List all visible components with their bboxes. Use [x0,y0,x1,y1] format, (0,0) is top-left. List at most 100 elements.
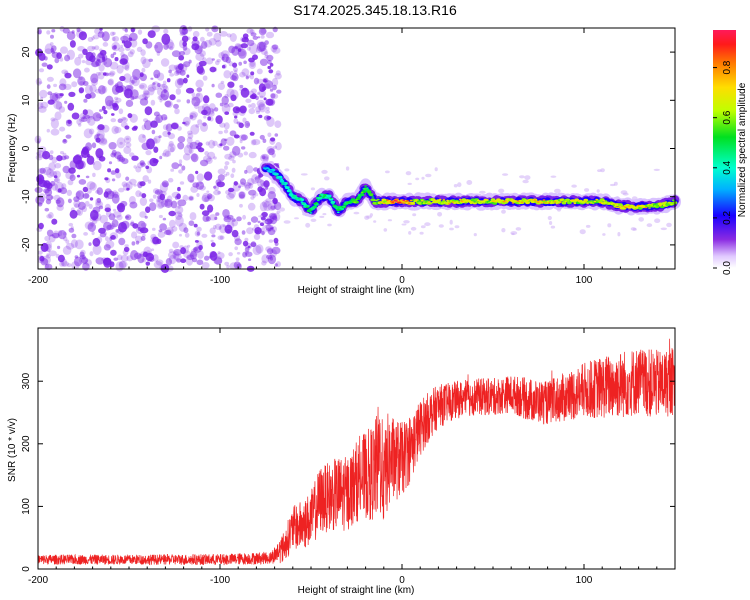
noise-blob [68,91,76,97]
noise-blob [176,99,181,103]
ridge-cell [424,201,428,203]
noise-blob [38,146,47,153]
noise-blob [109,70,116,76]
noise-blob [139,84,145,89]
noise-blob [50,118,60,129]
noise-blob [186,142,194,149]
noise-blob [260,227,266,235]
noise-blob [210,242,216,248]
noise-blob [256,68,263,75]
noise-blob [223,129,229,134]
noise-blob [231,229,239,238]
noise-blob [105,236,109,242]
noise-blob [211,83,215,88]
noise-blob [150,120,158,128]
noise-blob [147,179,152,184]
ridge-cell [275,172,278,175]
snr-line [37,338,676,566]
noise-blob [122,249,129,256]
noise-blob [80,117,88,122]
ridge-cell [464,201,468,204]
noise-blob [119,75,126,82]
noise-blob [159,94,169,101]
noise-blob [243,88,247,92]
noise-blob [56,155,63,162]
noise-blob [138,94,147,101]
noise-blob [171,162,180,170]
noise-blob [95,72,101,76]
noise-blob [166,78,171,83]
noise-blob [225,171,230,176]
noise-blob [196,231,200,236]
noise-blob [158,135,162,139]
noise-blob [132,68,141,81]
noise-blob [424,222,431,227]
noise-blob [55,253,60,259]
ridge-cell [386,199,389,201]
noise-blob [183,61,191,68]
noise-blob [99,27,103,31]
noise-blob [267,98,276,106]
noise-blob [401,223,407,226]
ridge-cell [617,206,620,209]
noise-blob [88,116,94,120]
noise-blob [183,250,191,258]
ridge-cell [604,200,608,202]
noise-blob [220,80,225,84]
noise-blob [113,52,117,55]
noise-blob [69,40,76,48]
noise-blob [46,84,51,89]
noise-blob [213,185,217,189]
noise-blob [110,235,116,240]
noise-blob [110,53,115,59]
noise-blob [95,190,100,194]
noise-blob [38,68,45,73]
noise-blob [95,257,105,265]
noise-blob [247,221,252,226]
noise-blob [105,99,114,110]
noise-blob [51,232,60,239]
ridge-cell [285,187,289,189]
noise-blob [144,106,153,116]
noise-blob [151,129,156,135]
noise-blob [260,28,267,34]
noise-blob [242,117,247,123]
noise-blob [579,229,586,235]
noise-blob [270,217,275,222]
noise-blob [173,253,182,261]
noise-blob [215,92,223,98]
noise-blob [321,169,328,174]
ridge-cell [267,170,271,173]
ridge-cell [467,200,471,202]
noise-blob [498,188,505,193]
noise-blob [169,73,175,77]
ridge-cell [420,200,424,202]
noise-blob [54,178,59,183]
noise-blob [300,173,308,176]
ridge-cell [305,204,310,208]
ridge-cell [591,202,595,205]
noise-blob [124,135,132,144]
noise-blob [147,84,156,92]
noise-blob [270,137,276,142]
noise-blob [155,259,164,266]
noise-blob [126,187,130,191]
noise-blob [133,165,137,169]
noise-blob [198,60,207,67]
ridge-cell [480,200,484,202]
noise-blob [78,201,86,210]
noise-blob [139,227,149,234]
ridge-cell [446,199,449,202]
noise-blob [275,142,282,151]
noise-blob [120,254,129,262]
noise-blob [187,26,193,32]
noise-blob [139,181,146,187]
noise-blob [305,222,311,228]
noise-blob [44,188,53,197]
noise-blob [74,56,82,66]
noise-blob [71,112,80,120]
noise-blob [211,25,219,33]
noise-blob [170,200,178,209]
ridge-cell [649,204,653,206]
noise-blob [111,149,117,156]
